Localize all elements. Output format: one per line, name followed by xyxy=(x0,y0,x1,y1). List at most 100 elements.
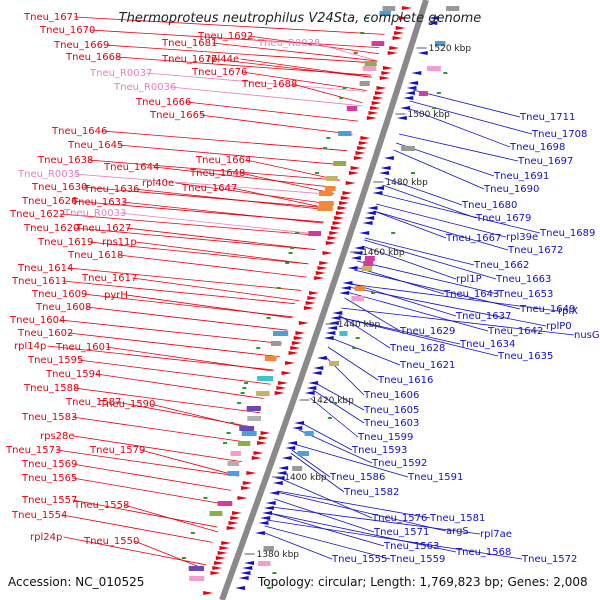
gc-marker xyxy=(410,172,415,174)
right-gene-label: Tneu_1592 xyxy=(371,458,427,469)
right-gene-label: Tneu_1603 xyxy=(363,418,419,429)
gene-block xyxy=(418,91,428,96)
forward-gene-arrow xyxy=(228,521,239,525)
reverse-gene-arrow xyxy=(238,576,249,580)
forward-gene-arrow xyxy=(305,301,316,305)
left-gene-label: Tneu_1583 xyxy=(21,412,77,423)
right-connector xyxy=(341,307,575,336)
left-gene-label: Tneu_1626 xyxy=(21,196,77,207)
gene-block xyxy=(351,296,365,301)
right-gene-label: Tneu_1568 xyxy=(455,547,511,558)
right-gene-label: rplX xyxy=(558,306,578,317)
left-gene-label: Tneu_1630 xyxy=(31,182,87,193)
forward-gene-arrow xyxy=(335,211,346,215)
reverse-gene-arrow xyxy=(367,206,378,210)
gene-block xyxy=(227,461,240,466)
left-gene-label: rpl24p xyxy=(30,532,62,543)
right-gene-label: rpl1P xyxy=(456,274,482,285)
reverse-gene-arrow xyxy=(308,381,319,385)
left-connector xyxy=(72,499,218,528)
forward-gene-arrow xyxy=(368,111,379,115)
left-gene-label: Tneu_1688 xyxy=(241,79,297,90)
right-gene-label: Tneu_1621 xyxy=(399,360,455,371)
forward-gene-arrow xyxy=(290,346,301,350)
right-connector xyxy=(376,203,507,238)
right-connector xyxy=(382,184,477,219)
gene-block xyxy=(217,501,233,506)
left-gene-label: Tneu_1608 xyxy=(35,302,91,313)
gene-block xyxy=(362,66,377,71)
gc-marker xyxy=(355,337,360,339)
left-gene-label: Tneu_1565 xyxy=(21,473,77,484)
left-gene-label: Tneu_1677 xyxy=(161,54,217,65)
gene-block xyxy=(237,441,251,446)
gene-block xyxy=(263,546,274,551)
left-connector xyxy=(248,35,380,55)
gc-marker xyxy=(352,347,357,349)
left-connector xyxy=(126,294,292,319)
reverse-gene-arrow xyxy=(411,71,422,75)
right-connector xyxy=(290,452,345,493)
reverse-gene-arrow xyxy=(362,221,373,225)
gene-block xyxy=(258,561,271,566)
right-gene-label: rplP0 xyxy=(546,321,572,332)
right-gene-label: rpl7ae xyxy=(480,529,512,540)
forward-gene-arrow xyxy=(257,441,268,445)
forward-gene-arrow xyxy=(353,156,364,160)
left-gene-label: Tneu_1668 xyxy=(65,52,121,63)
left-gene-label: Tneu_1664 xyxy=(195,155,251,166)
left-gene-label: Tneu_1614 xyxy=(17,263,73,274)
left-connector xyxy=(90,29,380,49)
left-gene-label: Tneu_1587 xyxy=(65,397,121,408)
right-connector xyxy=(338,316,499,357)
reverse-gene-arrow xyxy=(406,86,417,90)
right-gene-label: Tneu_1691 xyxy=(493,171,549,182)
forward-gene-arrow xyxy=(392,36,403,40)
right-connector xyxy=(327,346,379,381)
left-connector xyxy=(60,319,282,344)
reverse-gene-arrow xyxy=(327,326,338,330)
gc-marker xyxy=(360,32,365,34)
reverse-gene-arrow xyxy=(378,171,389,175)
gc-marker xyxy=(266,317,271,319)
right-gene-label: Tneu_1606 xyxy=(363,390,419,401)
left-connector xyxy=(73,435,242,463)
right-gene-label: Tneu_1605 xyxy=(363,405,419,416)
forward-gene-arrow xyxy=(402,6,413,10)
left-gene-label: Tneu_1573 xyxy=(5,445,61,456)
gene-block xyxy=(317,206,333,211)
gc-marker xyxy=(190,532,195,534)
right-connector xyxy=(309,397,359,438)
right-connector xyxy=(407,107,511,148)
right-gene-label: Tneu_1667 xyxy=(445,233,501,244)
forward-gene-arrow xyxy=(355,151,366,155)
gc-marker xyxy=(443,72,448,74)
left-connector xyxy=(62,514,213,543)
forward-gene-arrow xyxy=(237,496,248,500)
forward-gene-arrow xyxy=(374,91,385,95)
gene-block xyxy=(318,191,333,196)
left-connector xyxy=(118,144,345,166)
reverse-gene-arrow xyxy=(372,191,383,195)
left-gene-label: Tneu_1645 xyxy=(67,140,123,151)
right-gene-label: Tneu_1563 xyxy=(383,541,439,552)
right-gene-label: Tneu_1635 xyxy=(497,351,553,362)
reverse-gene-arrow xyxy=(403,96,414,100)
gene-block xyxy=(339,331,348,336)
left-gene-label: Tneu_1558 xyxy=(73,500,129,511)
reverse-gene-arrow xyxy=(272,481,283,485)
reverse-gene-arrow xyxy=(374,186,385,190)
reverse-gene-arrow xyxy=(285,446,296,450)
forward-gene-arrow xyxy=(278,381,289,385)
left-connector xyxy=(154,166,335,188)
reverse-gene-arrow xyxy=(417,51,428,55)
left-connector xyxy=(106,346,273,372)
right-connector xyxy=(379,193,541,234)
right-gene-label: Tneu_1582 xyxy=(343,487,399,498)
reverse-gene-arrow xyxy=(281,456,292,460)
right-gene-label: Tneu_1711 xyxy=(519,112,575,123)
gc-marker xyxy=(242,387,247,389)
gc-marker xyxy=(364,17,369,19)
gene-block xyxy=(346,106,358,111)
